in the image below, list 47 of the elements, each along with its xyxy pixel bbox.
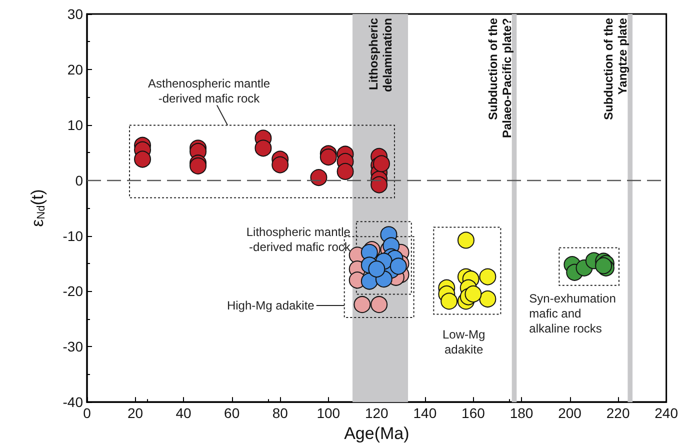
point bbox=[464, 285, 482, 302]
x-axis-title: Age(Ma) bbox=[344, 424, 410, 443]
y-tick-label: 30 bbox=[67, 6, 84, 22]
band-label: Lithospheric delamination bbox=[366, 18, 394, 92]
point bbox=[134, 150, 152, 168]
point bbox=[373, 155, 390, 172]
point bbox=[479, 290, 496, 308]
x-tick-label: 200 bbox=[558, 405, 582, 422]
x-tick-label: 120 bbox=[364, 405, 389, 422]
point bbox=[390, 258, 407, 275]
y-tick-label: -20 bbox=[62, 283, 84, 300]
point bbox=[336, 162, 354, 180]
point bbox=[440, 292, 458, 310]
x-tick-label: 180 bbox=[510, 405, 534, 422]
point bbox=[310, 169, 328, 186]
annotation: Asthenospheric mantle -derived mafic rock bbox=[148, 76, 270, 106]
annotation: High-Mg adakite bbox=[226, 298, 315, 313]
point bbox=[272, 156, 289, 174]
y-axis-title: εNd(t) bbox=[28, 189, 48, 227]
x-tick-label: 20 bbox=[127, 405, 144, 422]
point bbox=[320, 148, 337, 166]
x-tick-label: 160 bbox=[462, 405, 486, 422]
x-tick-label: 140 bbox=[413, 405, 437, 422]
point bbox=[370, 296, 388, 314]
point bbox=[370, 176, 388, 194]
x-tick-label: 220 bbox=[606, 405, 630, 422]
point bbox=[368, 260, 386, 278]
y-tick-label: 20 bbox=[67, 61, 84, 78]
point bbox=[457, 232, 474, 249]
y-tick-label: 10 bbox=[67, 116, 84, 133]
y-tick-label: -30 bbox=[62, 338, 84, 355]
band-label: Subduction of the Yangtze plate bbox=[602, 18, 630, 120]
x-tick-label: 80 bbox=[272, 405, 288, 422]
y-tick-label: -10 bbox=[62, 228, 84, 244]
annotation: Syn-exhumation mafic and alkaline rocks bbox=[529, 291, 616, 336]
point bbox=[354, 296, 371, 314]
y-tick-label: 0 bbox=[75, 172, 84, 188]
annotation: Lithospheric mantle -derived mafic rock bbox=[246, 225, 352, 254]
x-tick-label: 100 bbox=[316, 405, 340, 422]
point bbox=[254, 140, 272, 157]
annotation: Low-Mg adakite bbox=[442, 328, 486, 357]
x-tick-label: 60 bbox=[224, 405, 240, 422]
band-label: Subduction of the Palaeo-Pacific plate? bbox=[486, 18, 514, 138]
point bbox=[479, 268, 496, 286]
y-tick-label: -40 bbox=[62, 394, 84, 410]
x-tick-label: 40 bbox=[176, 405, 192, 422]
x-tick-label: 240 bbox=[654, 405, 678, 422]
